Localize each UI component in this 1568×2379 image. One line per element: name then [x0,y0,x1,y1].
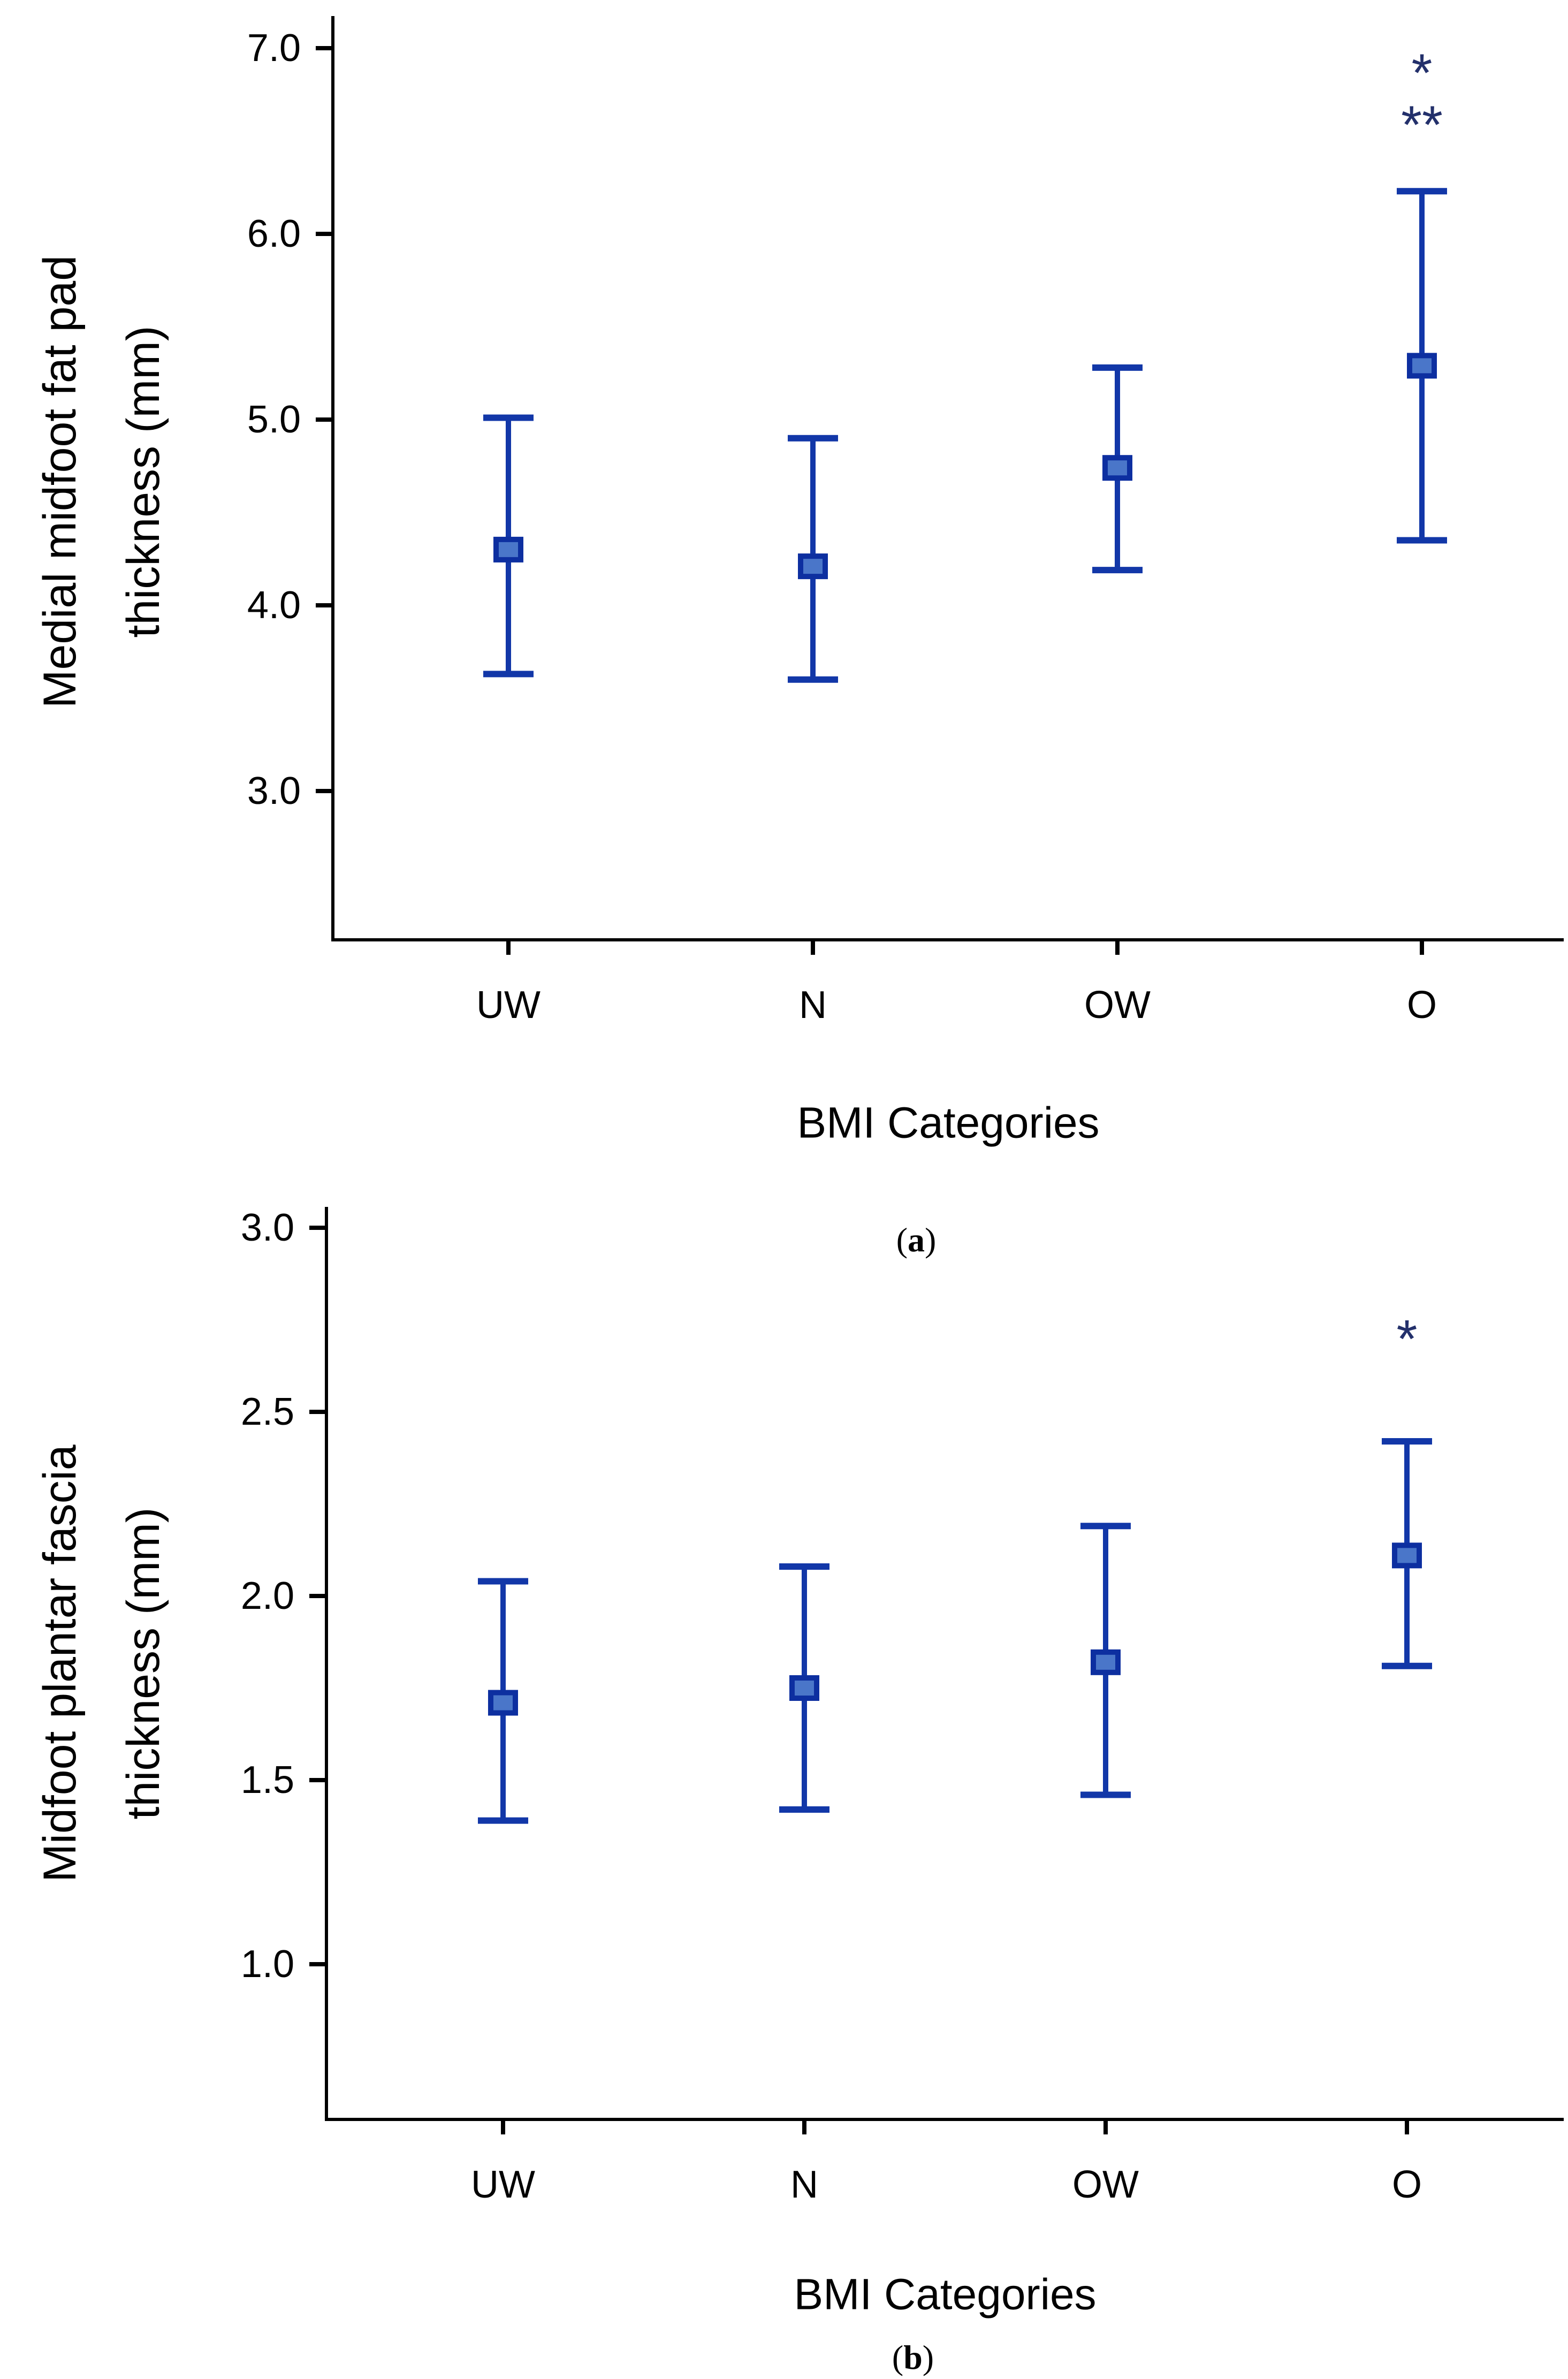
error-bar-group-n [779,1563,829,1813]
y-tick-label: 4.0 [247,584,301,627]
y-axis-label-line2: thickness (mm) [118,326,169,638]
error-bar-group-uw [478,1578,528,1824]
panel-a: 7.0 6.0 5.0 4.0 3.0 UW N OW O *** Medial midfoot f… [34,16,1564,1259]
x-category-label-ow: OW [1072,2163,1139,2206]
mean-marker [798,553,828,580]
y-tick-label: 3.0 [241,1206,294,1249]
x-category-label-ow: OW [1084,984,1151,1027]
mean-marker [1392,1542,1422,1569]
x-category-label-n: N [799,984,827,1027]
x-category-label-o: O [1392,2163,1422,2206]
panel-caption-a: (a) [896,1221,937,1259]
x-category-label-uw: UW [471,2163,535,2206]
mean-marker [488,1690,518,1716]
panel-b: 3.0 2.5 2.0 1.5 1.0 UW N OW O * Midfoot plantar fa… [34,1206,1564,2376]
error-bar-group-o [1397,188,1447,544]
mean-marker [1102,455,1132,481]
y-tick-label: 1.5 [241,1759,294,1802]
x-axis-title: BMI Categories [797,1099,1099,1147]
x-category-label-uw: UW [476,984,541,1027]
error-bar-group-o [1382,1438,1432,1669]
y-tick-label: 2.5 [241,1390,294,1433]
significance-annotation: * [1412,43,1433,103]
mean-marker [789,1675,819,1701]
y-axis-label-line2: thickness (mm) [118,1508,169,1820]
panel-caption-b: (b) [892,2338,934,2376]
error-bar-group-ow [1092,364,1143,574]
x-category-label-n: N [790,2163,818,2206]
y-axis-label-line1: Midfoot plantar fascia [34,1445,86,1882]
mean-marker [1407,353,1437,379]
significance-annotation: * [1397,1309,1418,1369]
y-tick-label: 7.0 [247,27,301,70]
y-tick-label: 5.0 [247,398,301,441]
error-bar-group-uw [483,414,534,678]
error-bar-group-n [788,435,838,683]
error-bar-group-ow [1080,1523,1131,1798]
y-tick-label: 3.0 [247,770,301,812]
significance-annotation: ** [1401,95,1443,155]
x-axis-title: BMI Categories [794,2270,1096,2319]
y-tick-label: 1.0 [241,1943,294,1986]
mean-marker [493,536,523,563]
y-tick-label: 6.0 [247,212,301,255]
y-axis-label-line1: Medial midfoot fat pad [34,255,86,708]
mean-marker [1091,1649,1121,1675]
x-category-label-o: O [1407,984,1437,1027]
y-tick-label: 2.0 [241,1575,294,1617]
